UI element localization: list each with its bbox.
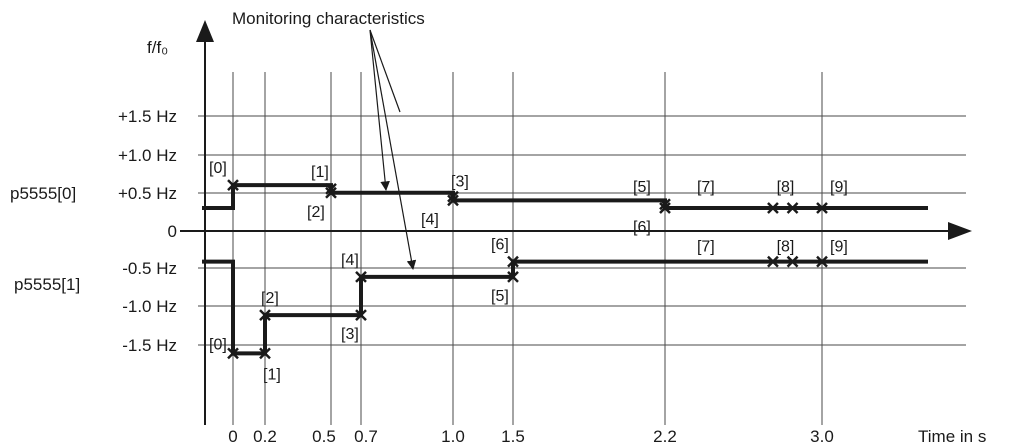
cross-marker-icon — [325, 186, 337, 199]
vertical-grid — [232, 72, 823, 425]
point-label: [6] — [633, 219, 651, 236]
point-label: [7] — [697, 179, 715, 196]
point-label: [2] — [307, 204, 325, 221]
point-label: [1] — [311, 164, 329, 181]
point-label: [3] — [451, 174, 469, 191]
point-label: [5] — [633, 179, 651, 196]
cross-marker-icon — [507, 271, 519, 283]
cross-marker-icon — [227, 179, 239, 191]
cross-marker-icon — [355, 271, 367, 283]
point-label: [3] — [341, 326, 359, 343]
x-axis-label: Time in s — [918, 427, 986, 446]
callout-arrow-upper — [369, 29, 390, 191]
cross-marker-icon — [767, 202, 779, 214]
cross-marker-icon — [447, 194, 459, 207]
y-axis-arrow-icon — [196, 20, 214, 42]
cross-marker-icon — [325, 183, 337, 195]
param-label-p5555-1: p5555[1] — [14, 275, 80, 294]
param-label-p5555-0: p5555[0] — [10, 184, 76, 203]
point-label: [2] — [261, 290, 279, 307]
chart-title: Monitoring characteristics — [232, 9, 425, 28]
cross-marker-icon — [816, 255, 828, 268]
cross-marker-icon — [447, 190, 459, 203]
y-tick-label: -0.5 Hz — [122, 259, 177, 278]
x-tick-labels: 0 0.2 0.5 0.7 1.0 1.5 2.2 3.0 — [228, 427, 834, 446]
callout-arrow-lower — [369, 29, 417, 270]
point-label: [7] — [697, 239, 715, 256]
point-label: [9] — [830, 179, 848, 196]
point-label: [8] — [777, 239, 795, 256]
axes — [180, 20, 972, 425]
cross-marker-icon — [659, 202, 671, 214]
x-tick-label: 1.0 — [441, 427, 465, 446]
point-label: [4] — [341, 252, 359, 269]
point-label: [8] — [777, 179, 795, 196]
y-tick-label: -1.5 Hz — [122, 336, 177, 355]
cross-marker-icon — [507, 255, 519, 268]
cross-marker-icon — [259, 309, 271, 322]
y-tick-label: +1.5 Hz — [118, 107, 177, 126]
cross-marker-icon — [227, 347, 239, 360]
point-label: [1] — [263, 366, 281, 383]
x-tick-label: 0.5 — [312, 427, 336, 446]
callout-arrow-stem — [369, 29, 401, 113]
x-axis-arrow-icon — [948, 222, 972, 240]
point-label: [4] — [421, 211, 439, 228]
point-markers: [0] [1] [2] [3] [4] [5] [6] [7] [8] [9] [0] [1] [2] [… — [209, 160, 848, 383]
x-tick-label: 0 — [228, 427, 237, 446]
y-tick-label: -1.0 Hz — [122, 297, 177, 316]
point-label: [0] — [209, 336, 227, 353]
callout-arrows — [369, 29, 417, 270]
x-tick-label: 2.2 — [653, 427, 677, 446]
cross-marker-icon — [767, 255, 779, 268]
cross-marker-icon — [816, 202, 828, 214]
cross-marker-icon — [259, 347, 271, 360]
cross-marker-icon — [355, 309, 367, 322]
cross-marker-icon — [786, 202, 799, 214]
y-tick-labels: +1.5 Hz +1.0 Hz +0.5 Hz 0 -0.5 Hz -1.0 H… — [118, 107, 177, 355]
point-label: [0] — [209, 160, 227, 177]
point-label: [6] — [491, 237, 509, 254]
point-label: [9] — [830, 239, 848, 256]
cross-marker-icon — [659, 198, 671, 211]
y-tick-label: +1.0 Hz — [118, 146, 177, 165]
y-tick-label: +0.5 Hz — [118, 184, 177, 203]
cross-marker-icon — [786, 255, 799, 268]
x-tick-label: 0.2 — [253, 427, 277, 446]
point-label: [5] — [491, 288, 509, 305]
x-tick-label: 3.0 — [810, 427, 834, 446]
x-tick-label: 0.7 — [354, 427, 378, 446]
y-axis-label: f/f₀ — [147, 38, 168, 57]
curve-p5555-1 — [202, 259, 928, 356]
y-tick-label: 0 — [168, 222, 177, 241]
x-tick-label: 1.5 — [501, 427, 525, 446]
